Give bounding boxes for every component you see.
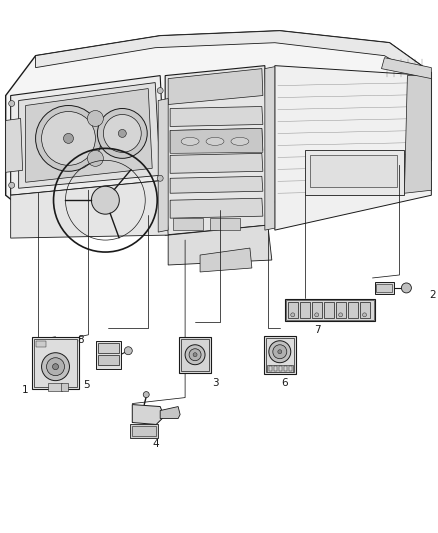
Polygon shape (25, 88, 152, 182)
Ellipse shape (231, 138, 249, 146)
Bar (48, 383, 61, 391)
Text: 7: 7 (314, 325, 321, 335)
Circle shape (143, 392, 149, 398)
Polygon shape (275, 66, 431, 230)
Bar (310, 155, 397, 187)
Text: 4: 4 (153, 439, 159, 449)
Bar (300, 302, 310, 318)
Polygon shape (132, 405, 164, 424)
Polygon shape (170, 154, 263, 173)
Polygon shape (170, 198, 263, 218)
Polygon shape (168, 69, 263, 104)
Circle shape (97, 109, 147, 158)
Circle shape (46, 358, 64, 376)
Polygon shape (170, 176, 263, 193)
Circle shape (92, 186, 119, 214)
Bar (34, 339, 78, 386)
Circle shape (269, 341, 291, 362)
Polygon shape (381, 58, 431, 78)
Circle shape (88, 150, 103, 166)
Bar (130, 424, 158, 439)
Bar (374, 282, 395, 294)
Polygon shape (200, 248, 252, 272)
Circle shape (314, 313, 319, 317)
Circle shape (193, 353, 197, 357)
Circle shape (9, 101, 14, 107)
Ellipse shape (206, 138, 224, 146)
Bar (267, 365, 293, 372)
Circle shape (273, 345, 287, 359)
Bar (274, 366, 277, 370)
Bar (288, 302, 298, 318)
Bar (348, 302, 357, 318)
Circle shape (157, 87, 163, 94)
Circle shape (291, 313, 295, 317)
Bar (60, 383, 68, 391)
Circle shape (42, 111, 95, 165)
Circle shape (35, 106, 101, 171)
Polygon shape (11, 180, 168, 238)
Circle shape (278, 350, 282, 354)
Circle shape (118, 130, 126, 138)
Bar (179, 337, 211, 373)
Polygon shape (19, 83, 160, 188)
Circle shape (185, 345, 205, 365)
Text: 5: 5 (83, 379, 90, 390)
Polygon shape (170, 128, 263, 152)
Polygon shape (6, 118, 23, 172)
Circle shape (9, 182, 14, 188)
Bar (284, 366, 287, 370)
Bar (132, 426, 156, 437)
Circle shape (42, 353, 70, 381)
Circle shape (189, 349, 201, 361)
Circle shape (64, 133, 74, 143)
Polygon shape (6, 31, 431, 215)
Circle shape (157, 175, 163, 181)
Polygon shape (11, 76, 165, 195)
Circle shape (88, 110, 103, 126)
Polygon shape (170, 107, 263, 126)
Polygon shape (165, 66, 268, 235)
Bar (181, 339, 209, 370)
Bar (264, 336, 296, 374)
Polygon shape (404, 76, 431, 193)
Bar (289, 366, 292, 370)
Bar (279, 366, 282, 370)
Bar (336, 302, 346, 318)
Circle shape (103, 115, 141, 152)
Circle shape (339, 313, 343, 317)
Circle shape (124, 347, 132, 355)
Text: 6: 6 (282, 378, 288, 387)
Bar (96, 341, 121, 369)
Bar (324, 302, 334, 318)
Bar (269, 366, 272, 370)
Text: 1: 1 (22, 385, 29, 394)
Bar (285, 299, 374, 321)
Text: 2: 2 (429, 290, 436, 300)
Bar (286, 300, 374, 320)
Bar (305, 150, 404, 195)
Text: 8: 8 (77, 335, 84, 345)
Bar (312, 302, 321, 318)
Bar (35, 341, 46, 347)
Circle shape (53, 364, 59, 370)
Circle shape (363, 313, 367, 317)
Polygon shape (170, 128, 263, 154)
Bar (266, 338, 294, 372)
Bar (377, 284, 392, 292)
Bar (99, 343, 119, 353)
Bar (360, 302, 370, 318)
Bar (210, 218, 240, 230)
Polygon shape (158, 99, 168, 232)
Bar (32, 337, 79, 389)
Polygon shape (160, 407, 180, 418)
Circle shape (401, 283, 411, 293)
Polygon shape (35, 31, 431, 83)
Text: 3: 3 (212, 378, 218, 387)
Bar (173, 218, 203, 230)
Ellipse shape (181, 138, 199, 146)
Polygon shape (265, 67, 275, 230)
Bar (99, 355, 119, 365)
Polygon shape (168, 225, 272, 265)
